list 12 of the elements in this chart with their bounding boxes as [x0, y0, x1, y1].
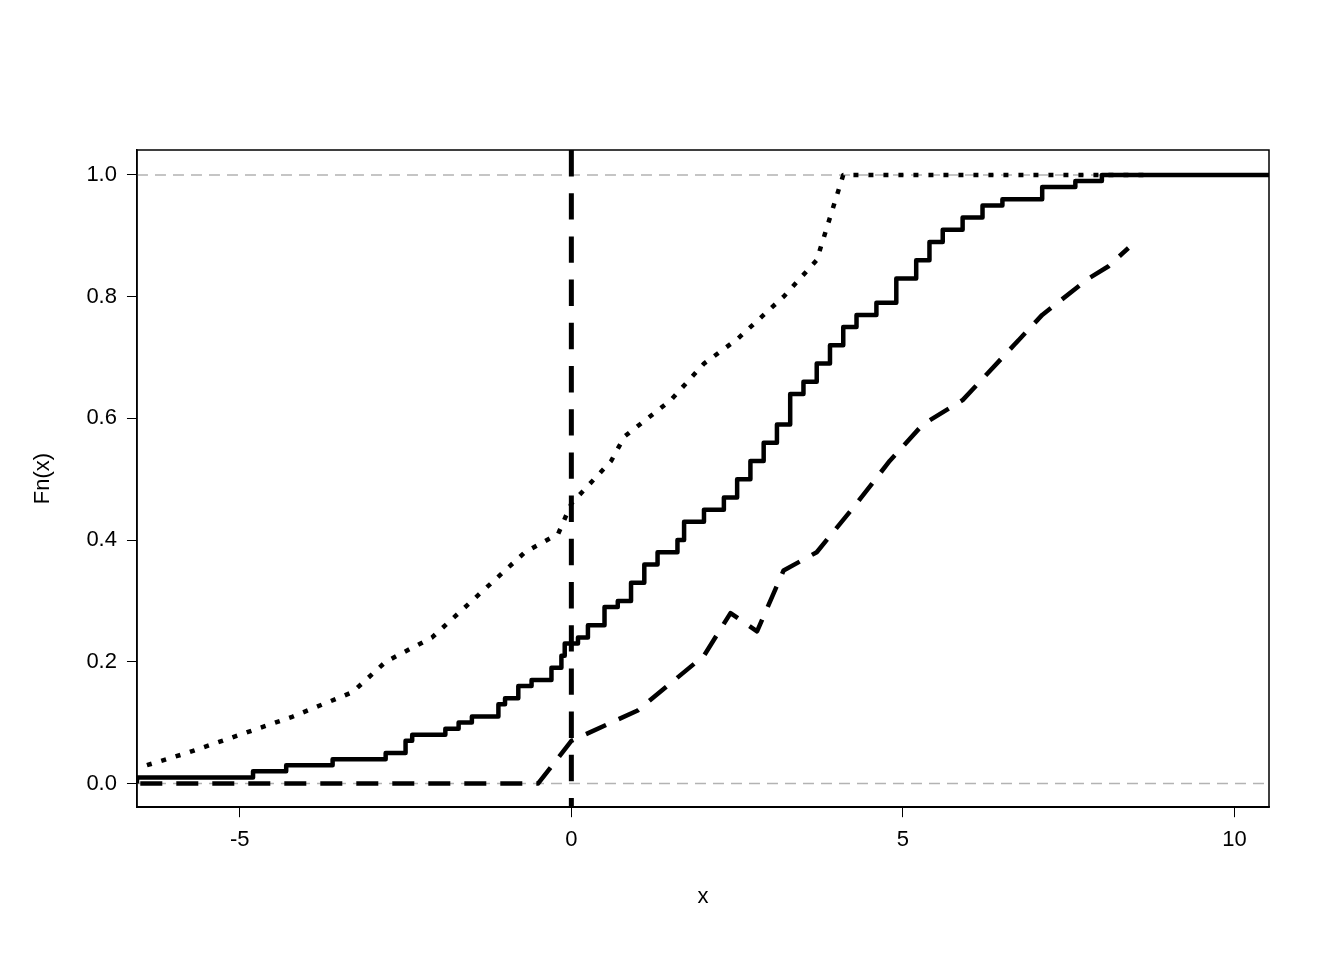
y-tick-label: 0.6 — [86, 404, 117, 430]
x-tick-label: 0 — [565, 826, 578, 852]
x-tick-label: 10 — [1222, 826, 1247, 852]
x-tick-label: -5 — [229, 826, 250, 852]
y-tick-label: 0.8 — [86, 282, 117, 308]
x-tick-label: 5 — [896, 826, 910, 852]
y-tick-label: 0.2 — [86, 647, 117, 673]
y-tick-label: 0.0 — [86, 769, 117, 795]
y-axis-title: Fn(x) — [29, 452, 55, 505]
y-tick-label: 1.0 — [86, 161, 117, 187]
y-tick-label: 0.4 — [86, 526, 117, 552]
x-axis-title: x — [697, 882, 709, 908]
